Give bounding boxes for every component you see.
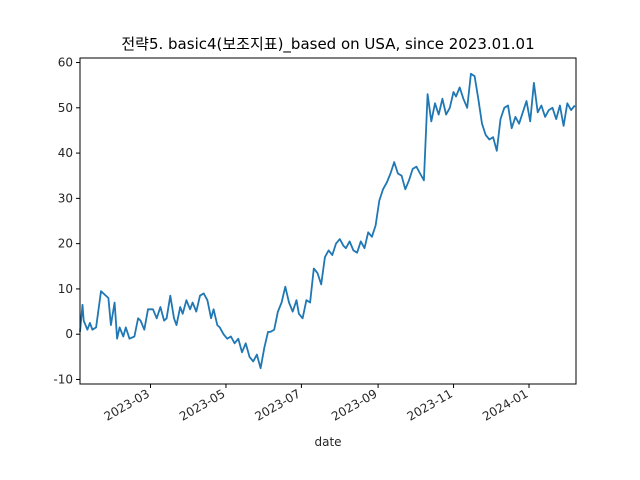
y-tick-label: 0 (65, 327, 73, 341)
y-tick-label: 50 (58, 101, 73, 115)
y-tick-label: 60 (58, 56, 73, 70)
y-tick-label: 40 (58, 146, 73, 160)
series-line (79, 72, 576, 370)
x-tick-label: 2024-01 (480, 386, 530, 423)
x-tick-label: 2023-03 (102, 386, 152, 423)
x-tick-label: 2023-07 (252, 386, 302, 423)
y-tick-label: 30 (58, 191, 73, 205)
chart-title: 전략5. basic4(보조지표)_based on USA, since 20… (121, 35, 534, 54)
y-axis: -10 0 10 20 30 40 50 60 (53, 56, 80, 386)
x-tick-label: 2023-09 (329, 386, 379, 423)
y-tick-label: 20 (58, 237, 73, 251)
plot-area (79, 72, 576, 370)
x-axis-label: date (314, 435, 341, 449)
plot-frame (79, 57, 577, 385)
x-axis: 2023-03 2023-05 2023-07 2023-09 2023-11 2024-… (102, 384, 530, 424)
x-tick-label: 2023-11 (405, 386, 455, 423)
y-tick-label: -10 (53, 372, 73, 386)
y-tick-label: 10 (58, 282, 73, 296)
x-tick-label: 2023-05 (177, 386, 227, 423)
